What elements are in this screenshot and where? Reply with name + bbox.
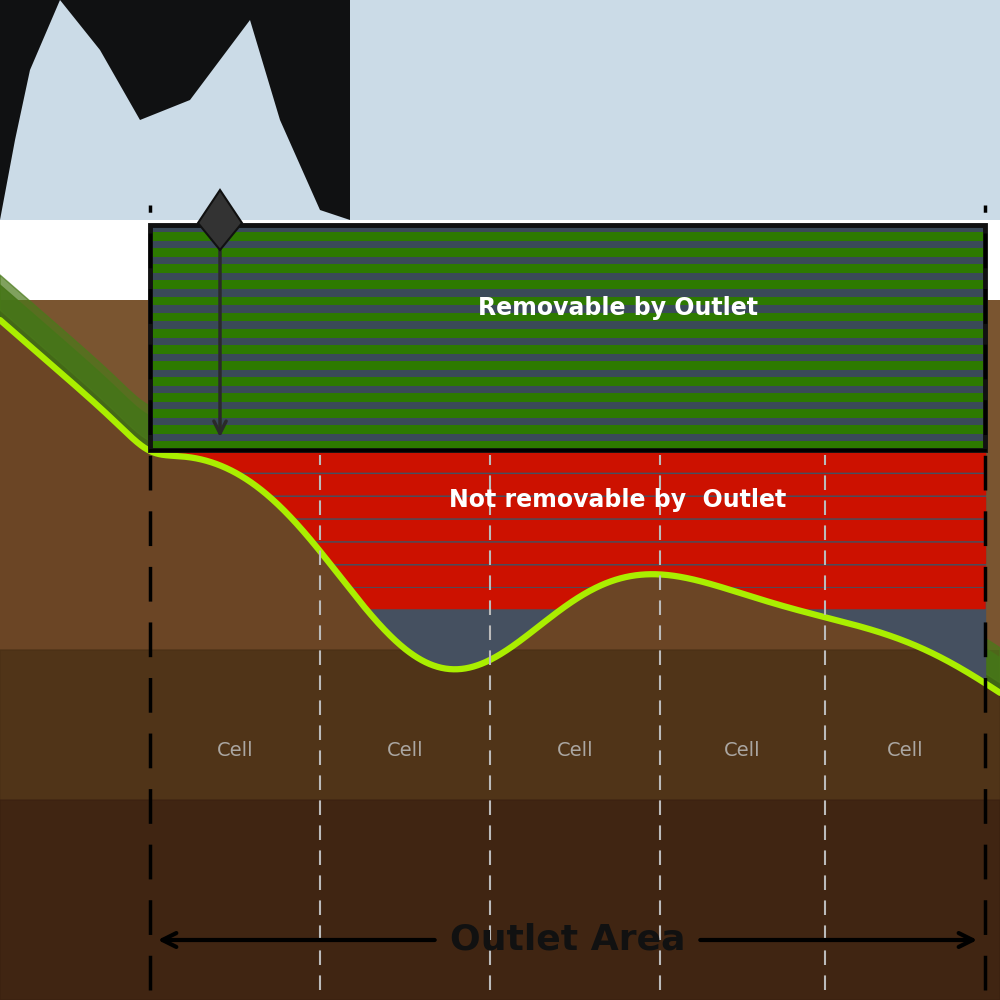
Text: Cell: Cell: [724, 740, 761, 760]
Polygon shape: [150, 425, 985, 434]
Polygon shape: [150, 361, 985, 370]
Polygon shape: [0, 300, 1000, 650]
Polygon shape: [150, 393, 985, 402]
Polygon shape: [150, 329, 985, 338]
Polygon shape: [0, 800, 1000, 1000]
Polygon shape: [150, 297, 985, 305]
Text: Cell: Cell: [557, 740, 593, 760]
Polygon shape: [150, 264, 985, 273]
Text: Outlet Area: Outlet Area: [450, 923, 685, 957]
Polygon shape: [0, 0, 350, 220]
Text: Cell: Cell: [887, 740, 923, 760]
Polygon shape: [0, 550, 1000, 850]
Polygon shape: [150, 232, 985, 241]
Polygon shape: [150, 377, 985, 386]
Text: Removable by Outlet: Removable by Outlet: [478, 296, 758, 320]
Polygon shape: [150, 441, 985, 450]
Polygon shape: [150, 409, 985, 418]
Polygon shape: [0, 0, 1000, 220]
Text: Not removable by  Outlet: Not removable by Outlet: [449, 488, 786, 512]
Polygon shape: [150, 225, 985, 450]
Text: Cell: Cell: [217, 740, 253, 760]
Polygon shape: [150, 280, 985, 289]
Polygon shape: [150, 345, 985, 354]
Text: Cell: Cell: [387, 740, 423, 760]
Polygon shape: [198, 190, 242, 250]
Polygon shape: [150, 248, 985, 257]
Polygon shape: [150, 313, 985, 321]
